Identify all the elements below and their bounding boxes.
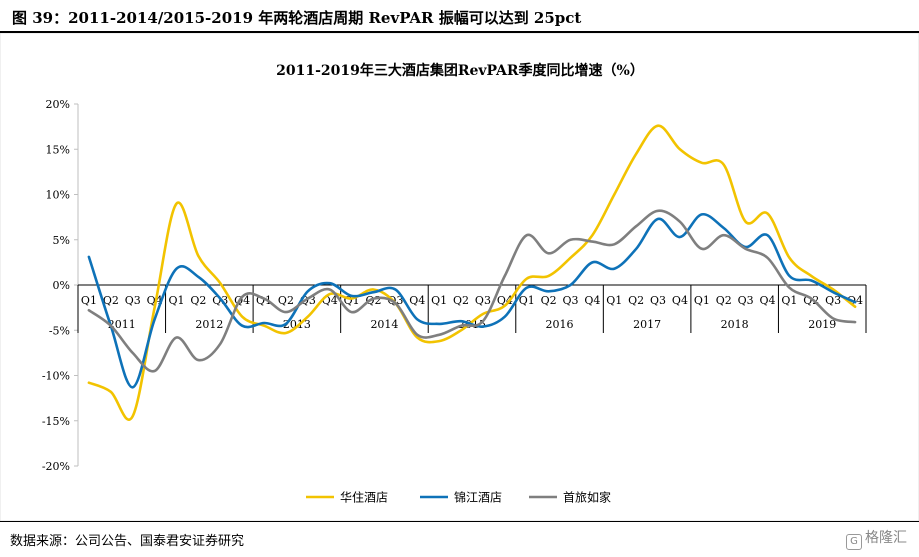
- x-tick-label: Q4: [409, 294, 425, 307]
- x-tick-label: Q4: [147, 294, 163, 307]
- x-tick-label: Q4: [672, 294, 688, 307]
- legend: 华住酒店 锦江酒店 首旅如家: [306, 490, 611, 505]
- x-tick-label: Q4: [584, 294, 600, 307]
- year-label: 2011: [108, 318, 136, 331]
- y-tick-label: 10%: [46, 189, 70, 202]
- figure-title: 图 39：2011-2014/2015-2019 年两轮酒店周期 RevPAR …: [12, 9, 582, 27]
- y-tick-label: 15%: [46, 143, 70, 156]
- y-tick-label: 20%: [46, 98, 70, 111]
- x-tick-label: Q1: [168, 294, 184, 307]
- y-axis: 20% 15% 10% 5% 0% -5% -10% -15% -20%: [42, 98, 79, 473]
- x-tick-label: Q1: [606, 294, 622, 307]
- x-tick-label: Q1: [519, 294, 535, 307]
- x-tick-label: Q2: [278, 294, 294, 307]
- legend-label-2: 锦江酒店: [454, 491, 502, 505]
- x-tick-label: Q3: [562, 294, 578, 307]
- x-tick-label: Q4: [759, 294, 775, 307]
- y-tick-label: -5%: [49, 324, 70, 337]
- legend-label-3: 首旅如家: [563, 490, 611, 505]
- watermark-logo-icon: G: [846, 534, 862, 550]
- watermark: G 格隆汇: [846, 527, 907, 550]
- year-label: 2017: [633, 318, 661, 331]
- source-note: 数据来源：公司公告、国泰君安证券研究: [10, 534, 245, 549]
- chart: 2011-2019年三大酒店集团RevPAR季度同比增速（%） 20% 15% 10…: [0, 33, 919, 522]
- y-tick-label: 0%: [53, 279, 70, 292]
- year-label: 2018: [721, 318, 749, 331]
- series-line-2: [87, 213, 857, 389]
- chart-title: 2011-2019年三大酒店集团RevPAR季度同比增速（%）: [276, 62, 644, 79]
- year-label: 2012: [195, 318, 223, 331]
- year-label: 2019: [808, 318, 836, 331]
- x-tick-label: Q1: [81, 294, 97, 307]
- year-label: 2016: [546, 318, 574, 331]
- x-tick-label: Q3: [650, 294, 666, 307]
- x-tick-label: Q3: [475, 294, 491, 307]
- x-tick-label: Q1: [694, 294, 710, 307]
- series-line-1: [87, 124, 857, 421]
- x-tick-label: Q3: [387, 294, 403, 307]
- watermark-text: 格隆汇: [865, 530, 907, 546]
- y-tick-label: -10%: [42, 370, 70, 383]
- x-tick-label: Q2: [716, 294, 732, 307]
- year-label: 2014: [370, 318, 398, 331]
- chart-frame: [0, 33, 919, 522]
- figure-header: 图 39：2011-2014/2015-2019 年两轮酒店周期 RevPAR …: [6, 4, 913, 30]
- y-tick-label: -20%: [42, 460, 70, 473]
- x-tick-label: Q2: [453, 294, 469, 307]
- y-tick-label: 5%: [53, 234, 70, 247]
- x-tick-label: Q2: [541, 294, 557, 307]
- top-rule: [0, 31, 919, 33]
- x-tick-label: Q2: [103, 294, 119, 307]
- x-tick-label: Q2: [628, 294, 644, 307]
- x-tick-label: Q1: [781, 294, 797, 307]
- x-tick-label: Q3: [738, 294, 754, 307]
- series-line-3: [87, 209, 857, 373]
- legend-label-1: 华住酒店: [340, 491, 388, 505]
- bottom-rule: [0, 521, 919, 522]
- series-layer: [87, 124, 857, 421]
- x-tick-label: Q4: [497, 294, 513, 307]
- y-tick-label: -15%: [42, 415, 70, 428]
- x-tick-label: Q3: [125, 294, 141, 307]
- x-tick-label: Q2: [190, 294, 206, 307]
- x-tick-label: Q3: [825, 294, 841, 307]
- x-tick-label: Q1: [431, 294, 447, 307]
